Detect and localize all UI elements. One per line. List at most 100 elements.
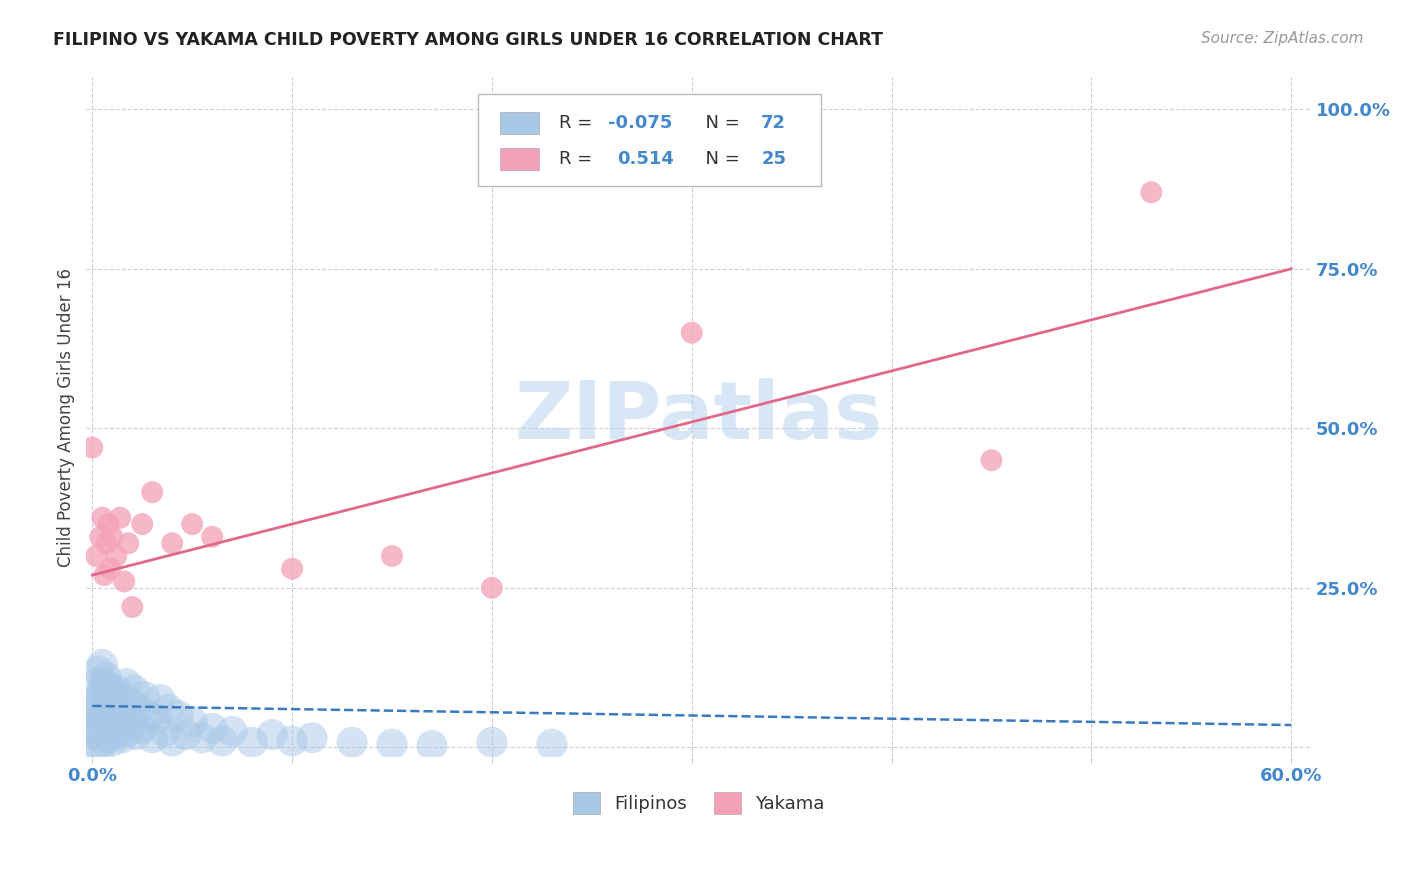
Point <box>97 706 120 720</box>
Point <box>481 735 503 749</box>
Point <box>101 734 124 748</box>
Point <box>107 690 129 704</box>
Point <box>93 728 115 742</box>
FancyBboxPatch shape <box>478 95 821 186</box>
FancyBboxPatch shape <box>501 148 540 169</box>
Point <box>157 702 180 716</box>
Point <box>96 696 118 710</box>
Point <box>93 702 115 716</box>
Point <box>98 562 121 576</box>
Point <box>89 530 111 544</box>
Point <box>381 549 404 563</box>
Point <box>141 485 163 500</box>
Point <box>97 517 120 532</box>
Text: 0.514: 0.514 <box>617 150 673 168</box>
Point <box>160 734 183 748</box>
Point <box>540 737 562 751</box>
Point <box>281 734 304 748</box>
Point <box>98 692 121 706</box>
Point <box>91 657 114 672</box>
Point <box>121 714 143 729</box>
Point <box>681 326 703 340</box>
Point <box>91 682 114 697</box>
Point <box>262 728 284 742</box>
Point <box>980 453 1002 467</box>
Point <box>112 574 135 589</box>
Point <box>181 714 204 729</box>
Point <box>112 718 135 732</box>
Point <box>83 740 105 755</box>
Legend: Filipinos, Yakama: Filipinos, Yakama <box>564 782 834 822</box>
Point <box>91 708 114 723</box>
Point <box>145 712 167 726</box>
Point <box>101 712 124 726</box>
Point <box>301 731 323 745</box>
Point <box>96 721 118 735</box>
Y-axis label: Child Poverty Among Girls Under 16: Child Poverty Among Girls Under 16 <box>58 268 75 566</box>
Point <box>125 728 148 742</box>
Point <box>93 676 115 690</box>
Point <box>131 721 153 735</box>
Point <box>181 517 204 532</box>
Point <box>84 676 107 690</box>
Point <box>93 568 115 582</box>
Point <box>107 714 129 729</box>
Point <box>136 708 159 723</box>
Point <box>97 680 120 694</box>
Text: -0.075: -0.075 <box>607 114 672 132</box>
Point <box>105 721 128 735</box>
Text: R =: R = <box>560 150 603 168</box>
FancyBboxPatch shape <box>501 112 540 134</box>
Point <box>89 740 111 755</box>
Point <box>127 702 149 716</box>
Point <box>103 698 125 713</box>
Point <box>134 690 156 704</box>
Point <box>115 676 138 690</box>
Point <box>89 714 111 729</box>
Point <box>87 721 110 735</box>
Point <box>111 731 134 745</box>
Point <box>281 562 304 576</box>
Point <box>381 737 404 751</box>
Point <box>240 735 263 749</box>
Point <box>167 708 190 723</box>
Point <box>201 530 224 544</box>
Text: FILIPINO VS YAKAMA CHILD POVERTY AMONG GIRLS UNDER 16 CORRELATION CHART: FILIPINO VS YAKAMA CHILD POVERTY AMONG G… <box>53 31 883 49</box>
Point <box>340 735 363 749</box>
Point <box>111 702 134 716</box>
Point <box>174 728 197 742</box>
Point <box>131 517 153 532</box>
Point <box>122 682 145 697</box>
Point <box>105 682 128 697</box>
Point <box>82 721 104 735</box>
Text: 72: 72 <box>761 114 786 132</box>
Point <box>87 664 110 678</box>
Point <box>89 690 111 704</box>
Point <box>420 739 443 753</box>
Point <box>84 549 107 563</box>
Point <box>110 708 132 723</box>
Point <box>96 670 118 684</box>
Point <box>481 581 503 595</box>
Text: ZIPatlas: ZIPatlas <box>515 378 883 456</box>
Point <box>91 734 114 748</box>
Point <box>83 708 105 723</box>
Point <box>97 731 120 745</box>
Point <box>121 600 143 615</box>
Point <box>211 734 233 748</box>
Point <box>87 696 110 710</box>
Point <box>110 510 132 524</box>
Text: 25: 25 <box>761 150 786 168</box>
Point <box>201 721 224 735</box>
Point <box>105 549 128 563</box>
Point <box>84 702 107 716</box>
Point <box>101 530 124 544</box>
Point <box>141 731 163 745</box>
Point <box>117 536 139 550</box>
Text: N =: N = <box>693 114 745 132</box>
Point <box>191 731 214 745</box>
Text: R =: R = <box>560 114 598 132</box>
Text: Source: ZipAtlas.com: Source: ZipAtlas.com <box>1201 31 1364 46</box>
Point <box>149 692 172 706</box>
Point <box>96 536 118 550</box>
